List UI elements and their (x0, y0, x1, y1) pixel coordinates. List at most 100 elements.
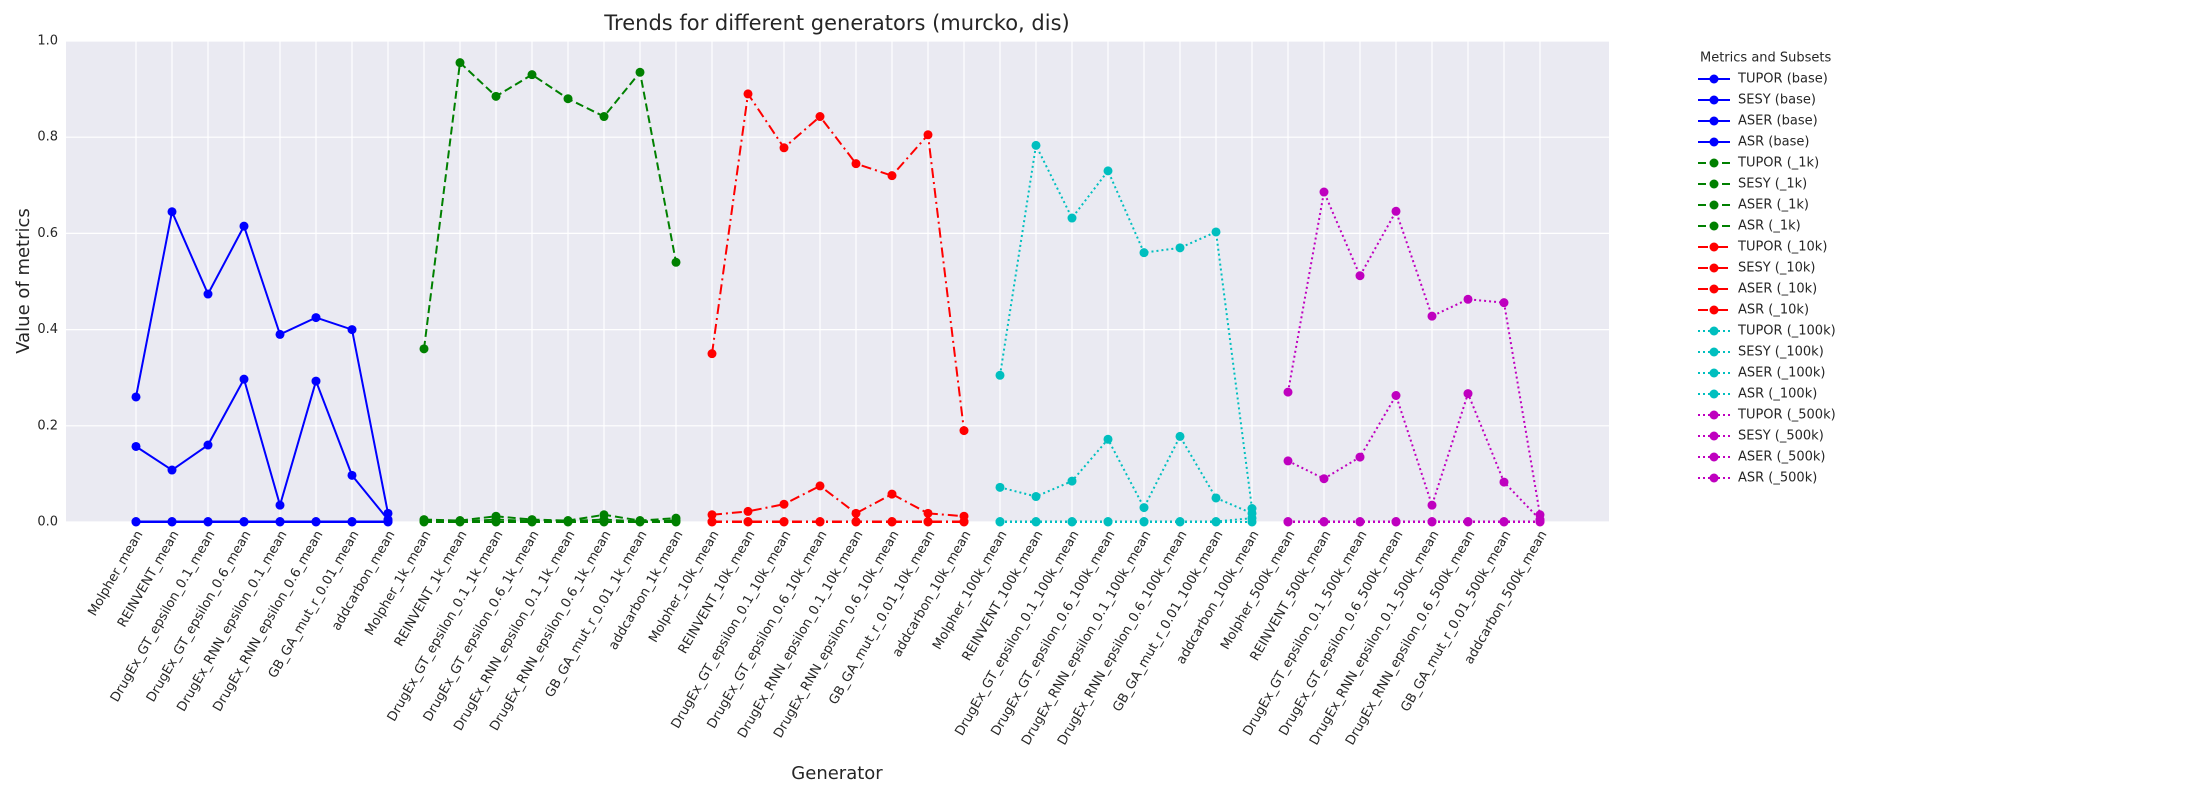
legend-marker (1709, 179, 1719, 189)
legend-marker (1709, 200, 1719, 210)
data-point (1103, 517, 1113, 527)
data-point (599, 517, 609, 527)
legend-label: SESY (_500k) (1738, 429, 1824, 444)
data-point (1211, 517, 1221, 527)
data-point (923, 130, 933, 140)
data-point (1391, 517, 1401, 527)
legend-marker (1709, 95, 1719, 105)
legend-marker (1709, 431, 1719, 441)
data-point (1463, 517, 1473, 527)
data-point (995, 370, 1005, 380)
data-point (1031, 517, 1041, 527)
data-point (887, 517, 897, 527)
data-point (779, 499, 789, 509)
legend-label: TUPOR (base) (1737, 72, 1828, 87)
legend-label: TUPOR (_1k) (1737, 156, 1819, 171)
legend-label: SESY (_10k) (1738, 261, 1816, 276)
data-point (275, 500, 285, 510)
data-point (527, 517, 537, 527)
data-point (1391, 206, 1401, 216)
data-point (1355, 452, 1365, 462)
legend: Metrics and Subsets TUPOR (base) SESY (ba… (1698, 51, 1836, 486)
chart-title: Trends for different generators (murcko,… (603, 11, 1069, 35)
data-point (203, 440, 213, 450)
data-point (1355, 517, 1365, 527)
data-point (887, 489, 897, 499)
data-point (275, 329, 285, 339)
data-point (1463, 389, 1473, 399)
data-point (527, 70, 537, 80)
data-point (419, 344, 429, 354)
data-point (131, 392, 141, 402)
data-point (1283, 456, 1293, 466)
x-axis-label: Generator (791, 763, 883, 784)
data-point (1499, 477, 1509, 487)
marks (131, 58, 1545, 527)
data-point (1031, 140, 1041, 150)
data-point (1067, 213, 1077, 223)
series-line (711, 484, 965, 518)
data-point (131, 441, 141, 451)
legend-marker (1709, 116, 1719, 126)
data-point (851, 517, 861, 527)
data-point (1247, 517, 1257, 527)
legend-label: ASER (base) (1738, 114, 1818, 129)
data-point (959, 517, 969, 527)
data-point (851, 508, 861, 518)
data-point (1031, 492, 1041, 502)
series-line (135, 376, 389, 521)
data-point (1499, 298, 1509, 308)
legend-marker (1709, 389, 1719, 399)
data-point (563, 94, 573, 104)
data-point (1463, 294, 1473, 304)
legend-label: ASR (_100k) (1738, 387, 1817, 402)
y-axis-label: Value of metrics (13, 208, 34, 354)
legend-label: TUPOR (_100k) (1737, 324, 1836, 339)
data-point (419, 517, 429, 527)
data-point (1499, 517, 1509, 527)
data-point (923, 508, 933, 518)
legend-marker (1709, 347, 1719, 357)
data-point (599, 112, 609, 122)
data-point (491, 517, 501, 527)
data-point (455, 517, 465, 527)
plot-area (66, 41, 1609, 522)
data-point (1535, 517, 1545, 527)
data-point (851, 159, 861, 169)
data-point (167, 465, 177, 475)
data-point (239, 517, 249, 527)
data-point (743, 506, 753, 516)
legend-marker (1709, 326, 1719, 336)
data-point (1427, 311, 1437, 321)
series-line (711, 91, 965, 431)
data-point (743, 517, 753, 527)
legend-marker (1709, 263, 1719, 273)
data-point (1175, 243, 1185, 253)
series-line (423, 60, 677, 349)
y-tick-label: 0.8 (37, 130, 58, 145)
legend-label: TUPOR (_10k) (1737, 240, 1827, 255)
y-tick-label: 0.0 (37, 515, 58, 530)
legend-marker (1709, 137, 1719, 147)
data-point (1283, 517, 1293, 527)
x-tick-label: Molpher_1k_mean (362, 528, 434, 638)
legend-label: ASR (_10k) (1738, 303, 1809, 318)
data-point (1319, 187, 1329, 197)
series-line (1287, 390, 1541, 521)
legend-marker (1709, 158, 1719, 168)
data-point (815, 112, 825, 122)
data-point (1067, 517, 1077, 527)
legend-label: SESY (_100k) (1738, 345, 1824, 360)
data-point (1139, 503, 1149, 513)
y-tick-label: 0.6 (37, 226, 58, 241)
data-point (1355, 271, 1365, 281)
legend-marker (1709, 368, 1719, 378)
data-point (815, 481, 825, 491)
data-point (1175, 517, 1185, 527)
y-tick-label: 0.4 (37, 322, 58, 337)
legend-label: SESY (base) (1738, 93, 1816, 108)
data-point (239, 374, 249, 384)
data-point (779, 517, 789, 527)
y-tick-label: 1.0 (37, 34, 58, 49)
data-point (995, 482, 1005, 492)
